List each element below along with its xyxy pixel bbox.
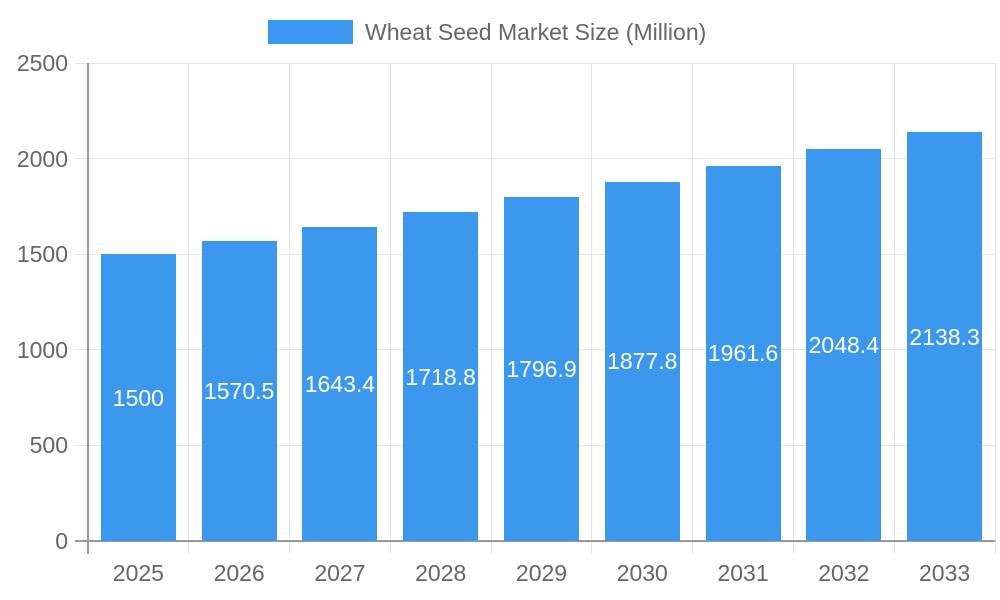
x-gridline [490, 63, 492, 554]
x-gridline [289, 63, 291, 554]
x-gridline [591, 63, 593, 554]
y-axis-tick-label: 1000 [16, 336, 68, 363]
y-gridline [75, 62, 995, 64]
x-gridline [692, 63, 694, 554]
x-axis-tick-label: 2026 [213, 560, 265, 586]
y-axis-tick-label: 500 [29, 432, 68, 459]
bar[interactable] [100, 254, 176, 541]
y-axis-line [87, 63, 89, 554]
legend-label: Wheat Seed Market Size (Million) [365, 19, 707, 45]
x-axis-tick-label: 2027 [314, 560, 366, 586]
x-gridline [893, 63, 895, 554]
y-axis-tick-label: 1500 [16, 241, 68, 268]
x-axis-tick-label: 2025 [112, 560, 164, 586]
bar[interactable] [705, 165, 781, 541]
bar[interactable] [504, 197, 579, 541]
x-gridline [994, 63, 996, 554]
x-gridline [792, 63, 794, 554]
bar[interactable] [806, 149, 882, 541]
bar[interactable] [201, 240, 277, 541]
x-axis-tick-label: 2031 [717, 560, 769, 586]
bar[interactable] [604, 181, 680, 541]
y-gridline [75, 158, 995, 160]
x-axis-tick-label: 2029 [515, 560, 568, 586]
x-gridline [389, 63, 391, 554]
x-gridline [188, 63, 190, 554]
y-axis-tick-label: 0 [55, 528, 68, 554]
legend-swatch [268, 20, 353, 44]
bar[interactable] [907, 132, 983, 541]
legend-item[interactable]: Wheat Seed Market Size (Million) [268, 18, 706, 46]
y-axis-tick-label: 2000 [16, 145, 68, 172]
x-axis-line [75, 540, 995, 542]
y-axis-tick-label: 2500 [16, 50, 68, 76]
bar[interactable] [403, 212, 479, 541]
bar[interactable] [302, 226, 378, 541]
x-axis-tick-label: 2028 [415, 560, 467, 586]
x-axis-tick-label: 2030 [616, 560, 668, 586]
x-axis-tick-label: 2032 [818, 560, 870, 586]
x-axis-tick-label: 2033 [919, 560, 971, 586]
